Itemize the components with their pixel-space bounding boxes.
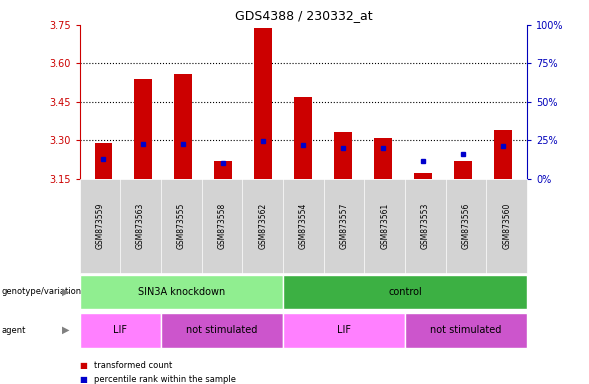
Bar — [414, 174, 432, 179]
Text: ■: ■ — [80, 374, 87, 384]
Text: GSM873559: GSM873559 — [95, 202, 104, 249]
Text: genotype/variation: genotype/variation — [1, 287, 81, 296]
Text: GSM873562: GSM873562 — [258, 202, 267, 249]
Text: GSM873557: GSM873557 — [339, 202, 349, 249]
Text: percentile rank within the sample: percentile rank within the sample — [94, 374, 236, 384]
Bar — [454, 161, 472, 179]
Text: ▶: ▶ — [62, 287, 70, 297]
Text: ■: ■ — [80, 361, 87, 370]
Bar — [374, 137, 392, 179]
Text: LIF: LIF — [113, 325, 127, 335]
Text: GSM873553: GSM873553 — [421, 202, 430, 249]
Bar — [294, 97, 312, 179]
Bar — [494, 130, 512, 179]
Bar — [134, 79, 153, 179]
Text: not stimulated: not stimulated — [431, 325, 502, 335]
Text: control: control — [388, 287, 422, 297]
Bar — [174, 74, 193, 179]
Text: SIN3A knockdown: SIN3A knockdown — [138, 287, 225, 297]
Text: GSM873555: GSM873555 — [177, 202, 186, 249]
Text: transformed count: transformed count — [94, 361, 173, 370]
Title: GDS4388 / 230332_at: GDS4388 / 230332_at — [234, 9, 372, 22]
Text: agent: agent — [1, 326, 25, 335]
Text: GSM873560: GSM873560 — [502, 202, 511, 249]
Bar — [94, 143, 112, 179]
Text: GSM873561: GSM873561 — [380, 202, 389, 249]
Text: GSM873563: GSM873563 — [136, 202, 145, 249]
Text: GSM873556: GSM873556 — [462, 202, 471, 249]
Bar — [254, 28, 272, 179]
Text: ▶: ▶ — [62, 325, 70, 335]
Text: LIF: LIF — [337, 325, 351, 335]
Text: not stimulated: not stimulated — [186, 325, 257, 335]
Text: GSM873558: GSM873558 — [217, 202, 226, 249]
Bar — [335, 132, 352, 179]
Bar — [214, 161, 233, 179]
Text: GSM873554: GSM873554 — [299, 202, 308, 249]
